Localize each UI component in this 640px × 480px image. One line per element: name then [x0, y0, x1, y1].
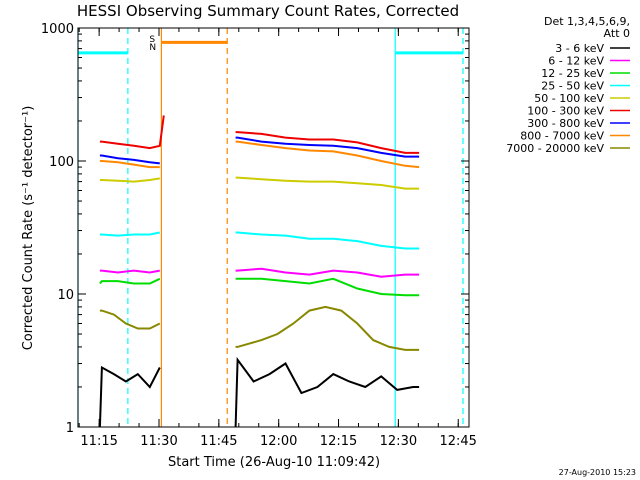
- marker-label: N: [149, 43, 156, 53]
- series-line: [235, 176, 420, 190]
- x-tick-label: 12:15: [320, 434, 357, 449]
- chart-title: HESSI Observing Summary Count Rates, Cor…: [77, 2, 459, 20]
- x-tick-label: 12:45: [439, 434, 476, 449]
- series-line: [99, 269, 160, 274]
- series-line: [99, 160, 160, 169]
- legend-label: 3 - 6 keV: [555, 42, 604, 55]
- x-axis-label: Start Time (26-Aug-10 11:09:42): [168, 455, 380, 470]
- series-line: [235, 267, 420, 278]
- series-line: [99, 177, 160, 183]
- y-axis-label: Corrected Count Rate (s⁻¹ detector⁻¹): [21, 106, 36, 351]
- series-line: [235, 305, 420, 351]
- series-line: [235, 140, 420, 169]
- plot-area: SN: [77, 28, 464, 428]
- y-tick-label: 1000: [41, 22, 74, 37]
- series-line: [99, 309, 161, 330]
- legend-label: 25 - 50 keV: [541, 80, 604, 93]
- axes: 11:15 11:30 11:45 12:00 12:15 12:30 12:45 1 10 10…: [41, 22, 477, 449]
- x-tick-label: 11:45: [200, 434, 237, 449]
- x-tick-label: 12:30: [380, 434, 417, 449]
- legend-label: 7000 - 20000 keV: [506, 142, 604, 155]
- legend-label: 50 - 100 keV: [534, 92, 604, 105]
- plot-frame: [77, 27, 470, 428]
- series-line: [235, 131, 420, 154]
- x-tick-label: 11:15: [80, 434, 117, 449]
- series-line: [235, 277, 420, 297]
- legend-label: 800 - 7000 keV: [520, 130, 604, 143]
- y-tick-label: 10: [57, 288, 74, 303]
- legend-label: 300 - 800 keV: [527, 117, 604, 130]
- y-tick-label: 100: [49, 155, 74, 170]
- series-line: [99, 154, 160, 165]
- legend-header: Att 0: [604, 27, 630, 40]
- marker-label: S: [149, 35, 155, 45]
- y-tick-label: 1: [66, 421, 74, 436]
- legend-label: 12 - 25 keV: [541, 67, 604, 80]
- series-line: [235, 136, 420, 158]
- series-line: [98, 365, 161, 428]
- series-line: [99, 231, 160, 237]
- legend-header: Det 1,3,4,5,6,9,: [544, 15, 630, 28]
- legend-label: 6 - 12 keV: [548, 55, 604, 68]
- series-line: [99, 115, 165, 150]
- series-line: [235, 231, 420, 250]
- footer-timestamp: 27-Aug-2010 15:23: [559, 468, 636, 477]
- x-tick-label: 12:00: [260, 434, 297, 449]
- x-tick-label: 11:30: [140, 434, 177, 449]
- legend-label: 100 - 300 keV: [527, 105, 604, 118]
- series-line: [99, 277, 161, 285]
- series-line: [234, 356, 420, 428]
